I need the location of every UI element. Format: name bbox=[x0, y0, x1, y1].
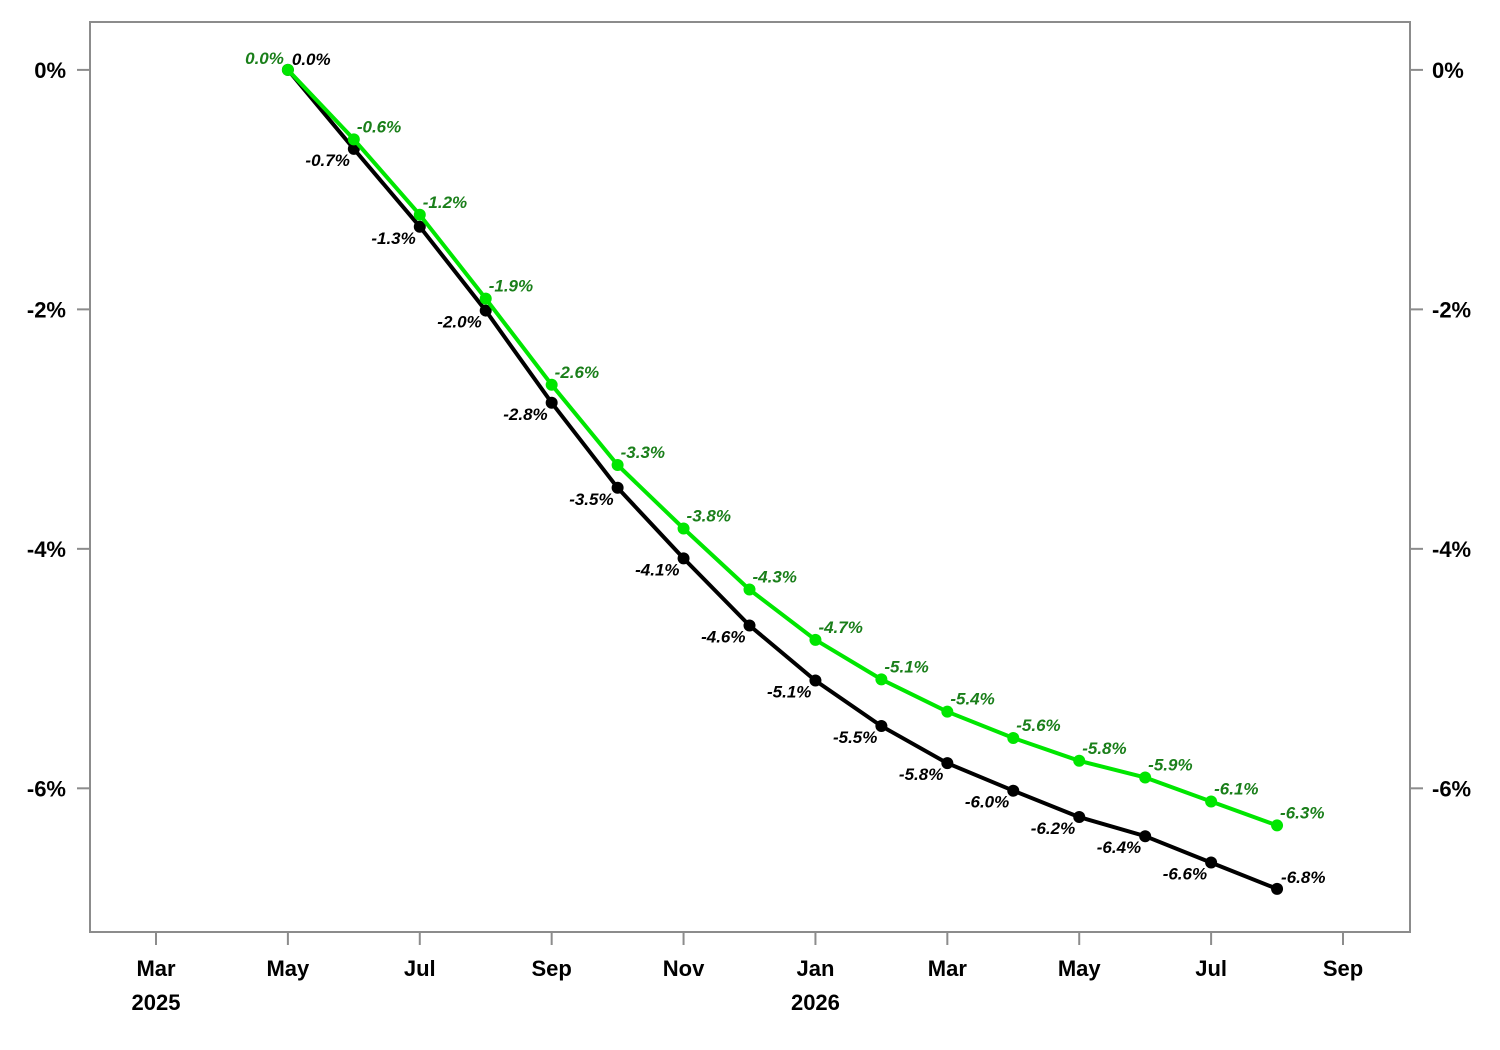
data-label-series-2: -6.1% bbox=[1214, 779, 1258, 798]
data-label-series-2: -5.9% bbox=[1148, 756, 1192, 775]
data-labels-layer: 0.0% -0.7% -1.3% -2.0% -2.8% -3.5% -4.1% -4.6% -… bbox=[245, 49, 1325, 887]
series-2-point bbox=[347, 133, 360, 146]
x-tick-label: Mar bbox=[136, 956, 176, 981]
series-2-point bbox=[875, 673, 888, 686]
data-label-series-2: -4.3% bbox=[753, 568, 797, 587]
data-label-series-1: -5.5% bbox=[833, 728, 877, 747]
y-tick-label-left: 0% bbox=[34, 58, 66, 83]
axes: 0% 0% -2% -2% -4% -4% -6% -6% Mar 2025 May Jul Sep No… bbox=[27, 58, 1471, 1015]
series-1-point bbox=[677, 552, 690, 565]
data-label-series-2: -4.7% bbox=[818, 618, 862, 637]
series-1-point bbox=[413, 220, 426, 233]
data-label-series-1: -5.1% bbox=[767, 683, 811, 702]
series-2-point bbox=[1139, 771, 1152, 784]
series-1-point bbox=[875, 720, 888, 733]
x-tick-label: Jul bbox=[1195, 956, 1227, 981]
x-year-label: 2026 bbox=[791, 990, 840, 1015]
data-label-series-2: -3.3% bbox=[621, 443, 665, 462]
x-tick-label: May bbox=[1058, 956, 1102, 981]
series-1-point bbox=[1205, 856, 1218, 869]
data-label-series-2: -5.4% bbox=[950, 690, 994, 709]
x-tick-label: Jan bbox=[796, 956, 834, 981]
series-2-point bbox=[1271, 819, 1284, 832]
data-label-series-1: -0.7% bbox=[305, 151, 349, 170]
series-1-point bbox=[941, 757, 954, 770]
series-line-2 bbox=[285, 67, 1280, 828]
series-2-point bbox=[941, 705, 954, 718]
data-label-series-1: -6.2% bbox=[1031, 819, 1075, 838]
data-label-series-1: -4.6% bbox=[701, 627, 745, 646]
y-tick-label-right: -2% bbox=[1432, 297, 1471, 322]
data-label-series-1: -2.0% bbox=[437, 313, 481, 332]
series-1-point bbox=[1271, 882, 1284, 895]
x-tick-label: Nov bbox=[663, 956, 705, 981]
series-2-point bbox=[743, 583, 756, 596]
data-label-series-1: -6.8% bbox=[1281, 868, 1325, 887]
y-tick-label-left: -2% bbox=[27, 297, 66, 322]
x-tick-label: Jul bbox=[404, 956, 436, 981]
data-label-series-2: -6.3% bbox=[1280, 803, 1324, 822]
series-2-point bbox=[413, 208, 426, 221]
series-1-point bbox=[809, 674, 822, 687]
y-tick-label-right: 0% bbox=[1432, 58, 1464, 83]
plot-frame bbox=[89, 21, 1411, 933]
series-1-point bbox=[611, 481, 624, 494]
series-2-point bbox=[281, 63, 294, 76]
series-1-point bbox=[743, 619, 756, 632]
data-label-series-1: -2.8% bbox=[503, 405, 547, 424]
y-tick-label-right: -6% bbox=[1432, 776, 1471, 801]
x-tick-label: Sep bbox=[531, 956, 571, 981]
series-1-point bbox=[545, 396, 558, 409]
y-tick-label-right: -4% bbox=[1432, 537, 1471, 562]
series-2-point bbox=[677, 522, 690, 535]
y-tick-label-left: -4% bbox=[27, 537, 66, 562]
series-1-point bbox=[1139, 830, 1152, 843]
data-label-series-1: -6.0% bbox=[965, 793, 1009, 812]
data-label-series-2: -5.8% bbox=[1082, 739, 1126, 758]
series-1-point bbox=[1073, 811, 1086, 824]
data-label-series-1: -5.8% bbox=[899, 765, 943, 784]
data-label-series-2: -1.2% bbox=[423, 193, 467, 212]
data-label-series-2: -1.9% bbox=[489, 277, 533, 296]
x-tick-label: Mar bbox=[928, 956, 968, 981]
series-1-point bbox=[1007, 784, 1020, 797]
data-label-series-2: -3.8% bbox=[687, 506, 731, 525]
x-tick-label: May bbox=[266, 956, 310, 981]
series-2-point bbox=[479, 292, 492, 305]
series-2-point bbox=[809, 633, 822, 646]
data-label-series-2: -5.6% bbox=[1016, 716, 1060, 735]
series-2-point bbox=[1007, 732, 1020, 745]
data-label-series-2: 0.0% bbox=[245, 49, 284, 68]
data-label-series-2: -5.1% bbox=[884, 657, 928, 676]
data-label-series-1: -1.3% bbox=[371, 229, 415, 248]
series-1-point bbox=[347, 142, 360, 155]
x-year-label: 2025 bbox=[132, 990, 181, 1015]
x-tick-label: Sep bbox=[1323, 956, 1363, 981]
data-label-series-2: -0.6% bbox=[357, 117, 401, 136]
data-label-series-1: -4.1% bbox=[635, 560, 679, 579]
y-tick-label-left: -6% bbox=[27, 776, 66, 801]
series-line-1 bbox=[285, 67, 1280, 891]
series-2-point bbox=[1205, 795, 1218, 808]
data-label-series-2: -2.6% bbox=[555, 363, 599, 382]
series-layer bbox=[281, 63, 1284, 895]
data-label-series-1: -3.5% bbox=[569, 490, 613, 509]
series-2-point bbox=[611, 459, 624, 472]
data-label-series-1: -6.4% bbox=[1097, 838, 1141, 857]
series-2-point bbox=[545, 378, 558, 391]
series-2-point bbox=[1073, 754, 1086, 767]
data-label-series-1: 0.0% bbox=[292, 50, 331, 69]
data-label-series-1: -6.6% bbox=[1163, 865, 1207, 884]
series-1-point bbox=[479, 304, 492, 317]
